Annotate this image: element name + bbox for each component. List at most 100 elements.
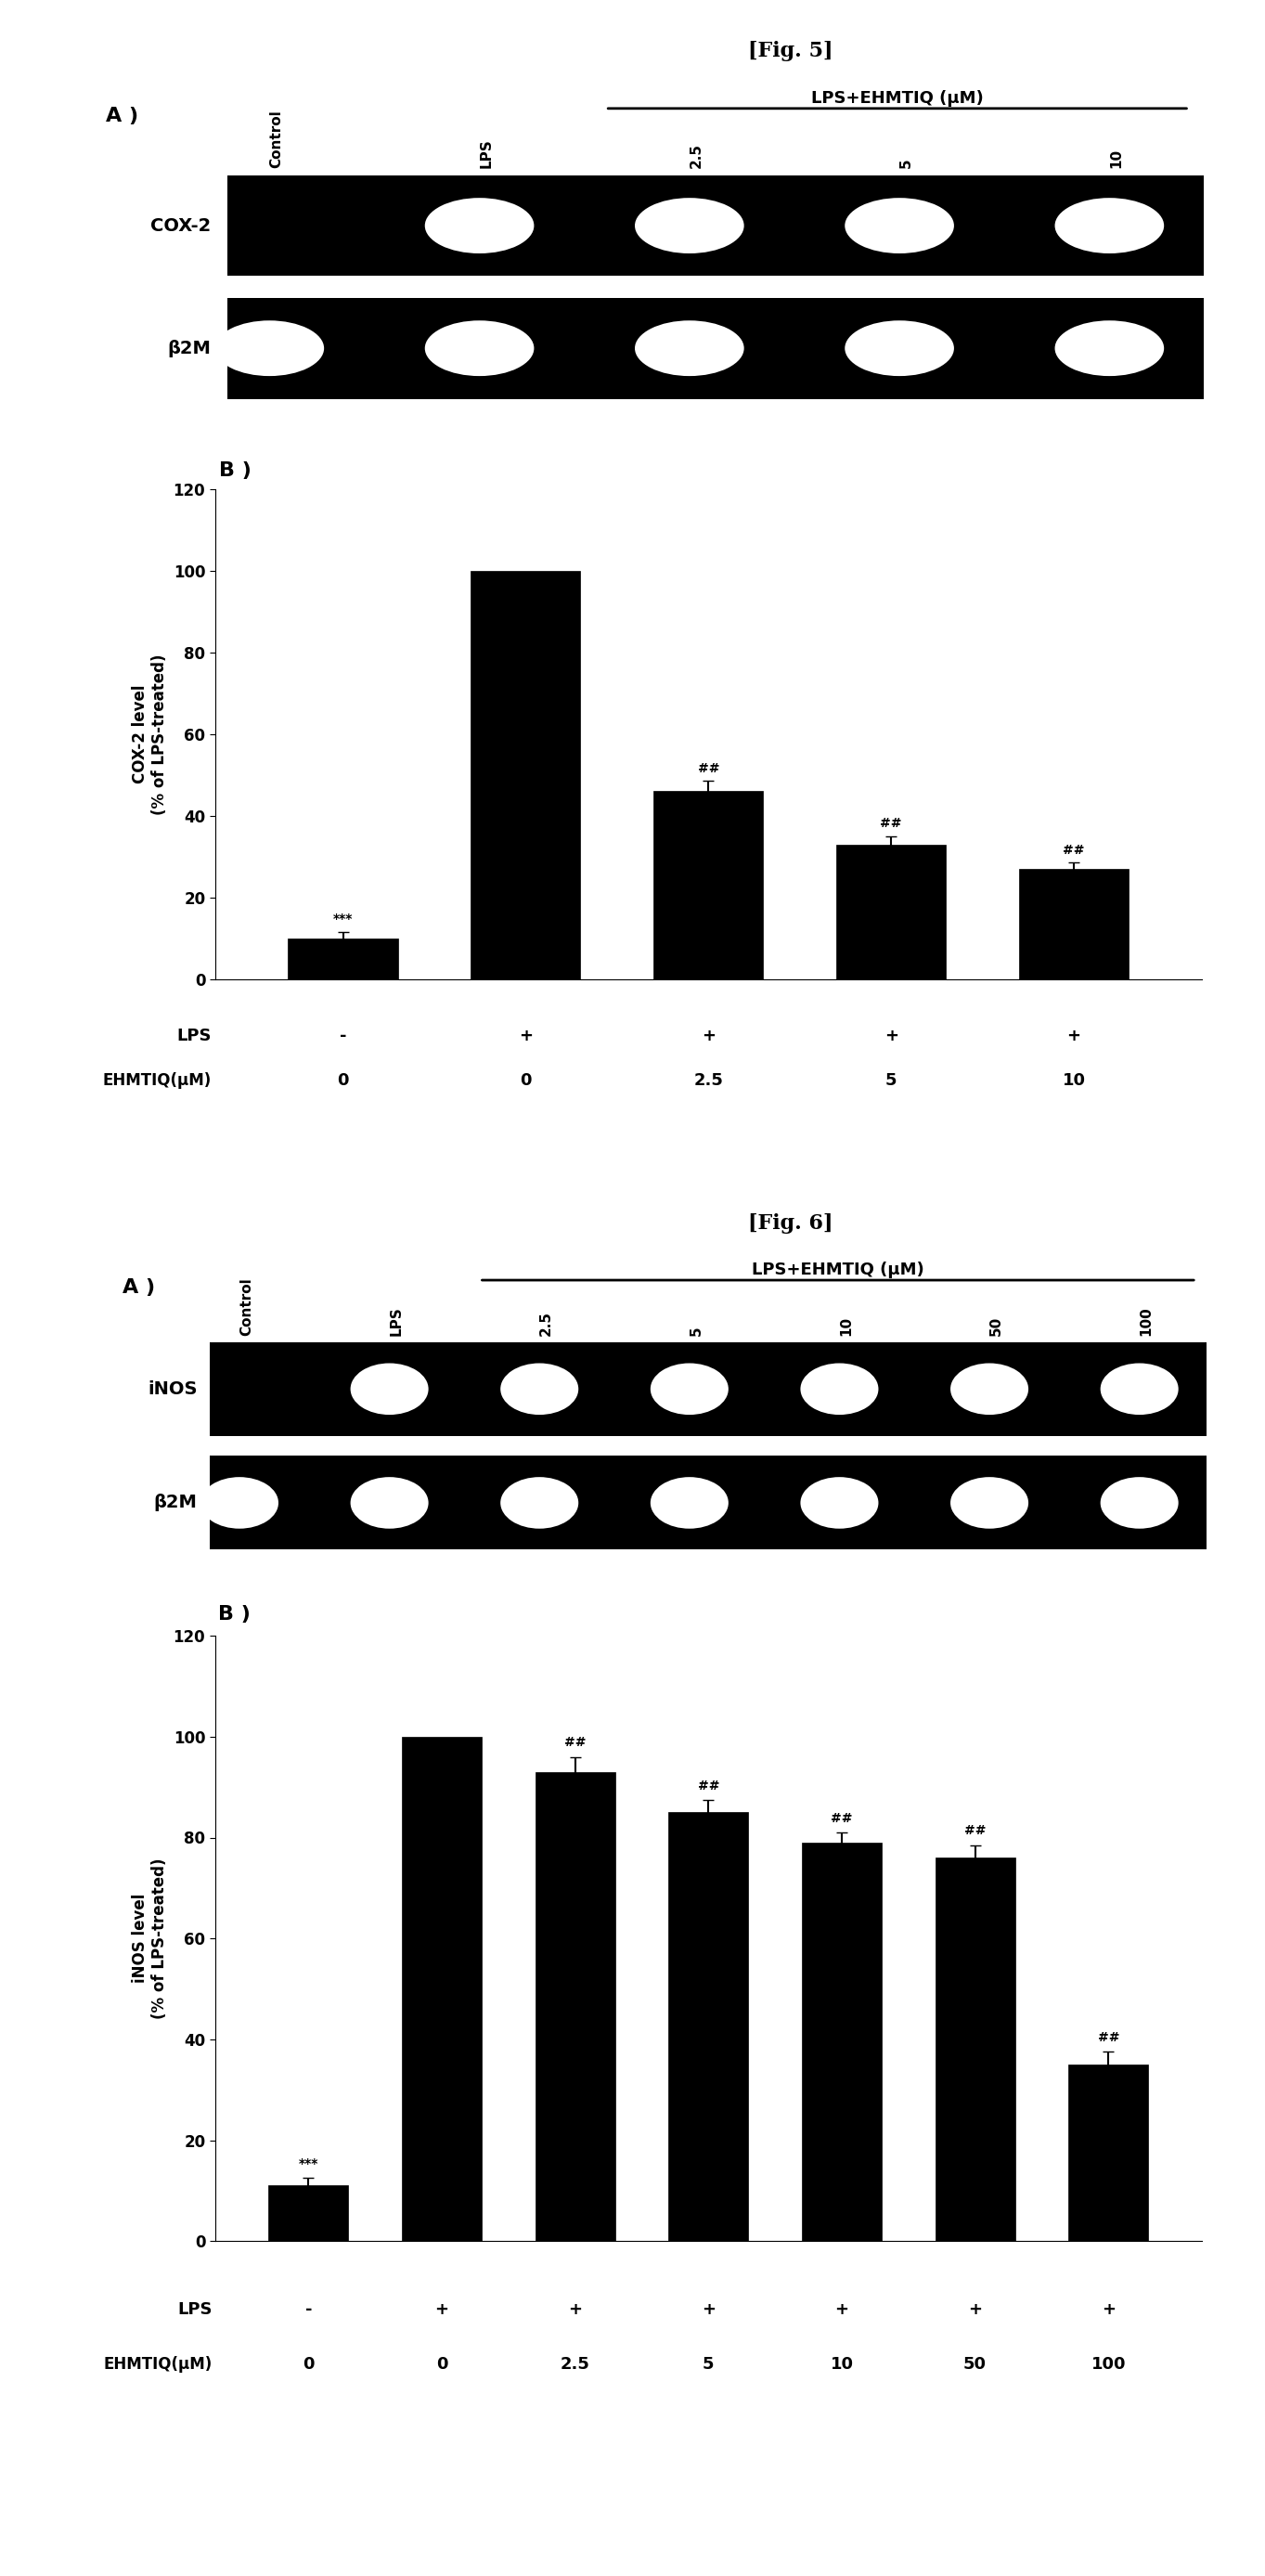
Bar — [654, 791, 763, 979]
Text: -: - — [339, 1028, 347, 1043]
Text: 10: 10 — [1109, 149, 1123, 167]
FancyBboxPatch shape — [210, 1455, 1207, 1551]
Bar — [668, 1814, 749, 2241]
Text: [Fig. 5]: [Fig. 5] — [748, 41, 834, 62]
Text: +: + — [435, 2303, 449, 2318]
Ellipse shape — [950, 1476, 1028, 1528]
Text: B ): B ) — [219, 461, 250, 479]
Text: ***: *** — [299, 2159, 319, 2172]
Ellipse shape — [950, 1363, 1028, 1414]
Text: 100: 100 — [1090, 2357, 1126, 2372]
Text: 2.5: 2.5 — [693, 1072, 724, 1090]
Bar — [288, 938, 397, 979]
Text: 2.5: 2.5 — [560, 2357, 589, 2372]
FancyBboxPatch shape — [228, 299, 1204, 399]
Text: ##: ## — [564, 1736, 586, 1749]
Text: EHMTIQ(μM): EHMTIQ(μM) — [102, 1072, 211, 1090]
Bar — [535, 1772, 615, 2241]
Text: +: + — [968, 2303, 982, 2318]
Text: 5: 5 — [899, 157, 913, 167]
Ellipse shape — [650, 1476, 729, 1528]
Y-axis label: COX-2 level
(% of LPS-treated): COX-2 level (% of LPS-treated) — [132, 654, 168, 814]
Ellipse shape — [200, 1476, 278, 1528]
Ellipse shape — [845, 319, 954, 376]
Text: +: + — [568, 2303, 582, 2318]
Text: β2M: β2M — [167, 340, 211, 358]
Text: +: + — [884, 1028, 898, 1043]
Ellipse shape — [1101, 1363, 1179, 1414]
Text: COX-2: COX-2 — [151, 216, 211, 234]
Text: Control: Control — [239, 1278, 253, 1334]
Text: 10: 10 — [840, 1316, 854, 1334]
FancyBboxPatch shape — [228, 175, 1204, 276]
Ellipse shape — [501, 1476, 578, 1528]
Ellipse shape — [1055, 319, 1164, 376]
Bar — [471, 572, 581, 979]
Text: ##: ## — [880, 817, 902, 829]
Text: +: + — [1102, 2303, 1116, 2318]
Text: +: + — [701, 1028, 716, 1043]
Ellipse shape — [350, 1476, 429, 1528]
Ellipse shape — [845, 198, 954, 252]
Text: β2M: β2M — [154, 1494, 197, 1512]
Ellipse shape — [1101, 1476, 1179, 1528]
Text: ##: ## — [1063, 842, 1085, 855]
Text: LPS: LPS — [479, 139, 493, 167]
Text: +: + — [701, 2303, 716, 2318]
Text: ***: *** — [333, 912, 353, 925]
Text: LPS+EHMTIQ (μM): LPS+EHMTIQ (μM) — [811, 90, 983, 106]
Text: 100: 100 — [1140, 1306, 1154, 1334]
Ellipse shape — [650, 1363, 729, 1414]
Bar — [1069, 2063, 1149, 2241]
Bar — [802, 1842, 882, 2241]
Ellipse shape — [635, 198, 744, 252]
Text: 5: 5 — [689, 1327, 703, 1334]
Text: ##: ## — [697, 1780, 720, 1793]
Ellipse shape — [801, 1363, 878, 1414]
Text: iNOS: iNOS — [148, 1381, 197, 1399]
Text: 50: 50 — [964, 2357, 987, 2372]
Bar — [1020, 868, 1128, 979]
Ellipse shape — [350, 1363, 429, 1414]
Text: B ): B ) — [218, 1605, 250, 1623]
Text: ##: ## — [831, 1811, 853, 1824]
Text: +: + — [519, 1028, 533, 1043]
Text: 0: 0 — [338, 1072, 349, 1090]
Text: 10: 10 — [830, 2357, 854, 2372]
Text: [Fig. 6]: [Fig. 6] — [748, 1213, 834, 1234]
Text: LPS: LPS — [177, 2303, 213, 2318]
Text: 50: 50 — [989, 1316, 1003, 1334]
Ellipse shape — [1055, 198, 1164, 252]
Text: A ): A ) — [106, 106, 138, 126]
Text: 5: 5 — [702, 2357, 715, 2372]
Bar — [935, 1857, 1015, 2241]
Bar — [268, 2184, 348, 2241]
Text: 10: 10 — [1063, 1072, 1085, 1090]
Text: A ): A ) — [123, 1278, 156, 1298]
Text: ##: ## — [1098, 2032, 1120, 2045]
Text: -: - — [305, 2303, 312, 2318]
Text: 0: 0 — [436, 2357, 448, 2372]
Text: 0: 0 — [302, 2357, 314, 2372]
Bar — [836, 845, 946, 979]
Y-axis label: iNOS level
(% of LPS-treated): iNOS level (% of LPS-treated) — [132, 1857, 168, 2020]
Text: 2.5: 2.5 — [689, 142, 703, 167]
Text: +: + — [835, 2303, 849, 2318]
Text: ##: ## — [697, 762, 720, 775]
Ellipse shape — [425, 198, 534, 252]
Ellipse shape — [635, 319, 744, 376]
Text: LPS+EHMTIQ (μM): LPS+EHMTIQ (μM) — [751, 1262, 925, 1278]
Text: 2.5: 2.5 — [539, 1311, 553, 1334]
Text: Control: Control — [269, 111, 283, 167]
FancyBboxPatch shape — [210, 1342, 1207, 1435]
Text: 0: 0 — [520, 1072, 531, 1090]
Text: ##: ## — [964, 1824, 985, 1837]
Bar — [402, 1736, 482, 2241]
Text: LPS: LPS — [390, 1306, 404, 1334]
Ellipse shape — [801, 1476, 878, 1528]
Text: EHMTIQ(μM): EHMTIQ(μM) — [104, 2357, 213, 2372]
Text: LPS: LPS — [177, 1028, 211, 1043]
Ellipse shape — [215, 319, 324, 376]
Text: +: + — [1066, 1028, 1080, 1043]
Ellipse shape — [501, 1363, 578, 1414]
